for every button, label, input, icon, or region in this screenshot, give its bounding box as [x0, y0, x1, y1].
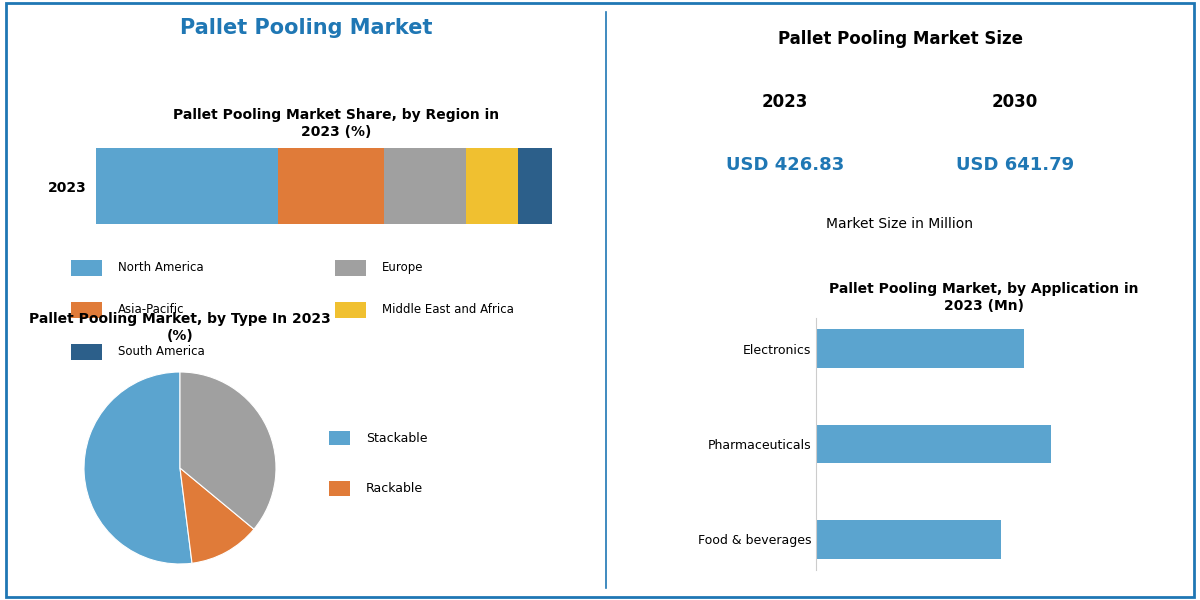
FancyBboxPatch shape	[335, 302, 366, 318]
Text: South America: South America	[118, 346, 205, 358]
Text: Europe: Europe	[382, 262, 424, 274]
Text: 2023: 2023	[762, 93, 808, 111]
FancyBboxPatch shape	[71, 260, 102, 276]
Bar	[518, 148, 552, 224]
Bar	[466, 148, 518, 224]
Text: Stackable: Stackable	[366, 431, 427, 445]
Text: Pallet Pooling Market Size: Pallet Pooling Market Size	[778, 29, 1022, 47]
Wedge shape	[180, 468, 254, 563]
Title: Pallet Pooling Market Share, by Region in
2023 (%): Pallet Pooling Market Share, by Region i…	[173, 109, 499, 139]
Text: USD 426.83: USD 426.83	[726, 157, 844, 175]
Bar	[816, 425, 1051, 463]
Title: Pallet Pooling Market, by Application in
2023 (Mn): Pallet Pooling Market, by Application in…	[829, 283, 1139, 313]
FancyBboxPatch shape	[329, 481, 350, 496]
Text: Rackable: Rackable	[366, 482, 424, 495]
Bar	[816, 520, 1001, 559]
FancyBboxPatch shape	[329, 431, 350, 445]
Text: North America: North America	[118, 262, 204, 274]
Bar	[278, 148, 384, 224]
Text: Market Size in Million: Market Size in Million	[827, 217, 973, 231]
FancyBboxPatch shape	[71, 302, 102, 318]
Bar	[816, 329, 1025, 368]
Wedge shape	[180, 372, 276, 529]
Title: Pallet Pooling Market, by Type In 2023
(%): Pallet Pooling Market, by Type In 2023 (…	[29, 313, 331, 343]
Text: USD 641.79: USD 641.79	[956, 157, 1074, 175]
Bar	[384, 148, 466, 224]
Text: 2030: 2030	[992, 93, 1038, 111]
Text: Middle East and Africa: Middle East and Africa	[382, 304, 514, 316]
Text: Asia-Pacific: Asia-Pacific	[118, 304, 185, 316]
FancyBboxPatch shape	[71, 344, 102, 360]
FancyBboxPatch shape	[335, 260, 366, 276]
Wedge shape	[84, 372, 192, 564]
Text: Pallet Pooling Market: Pallet Pooling Market	[180, 18, 432, 38]
Bar	[96, 148, 278, 224]
